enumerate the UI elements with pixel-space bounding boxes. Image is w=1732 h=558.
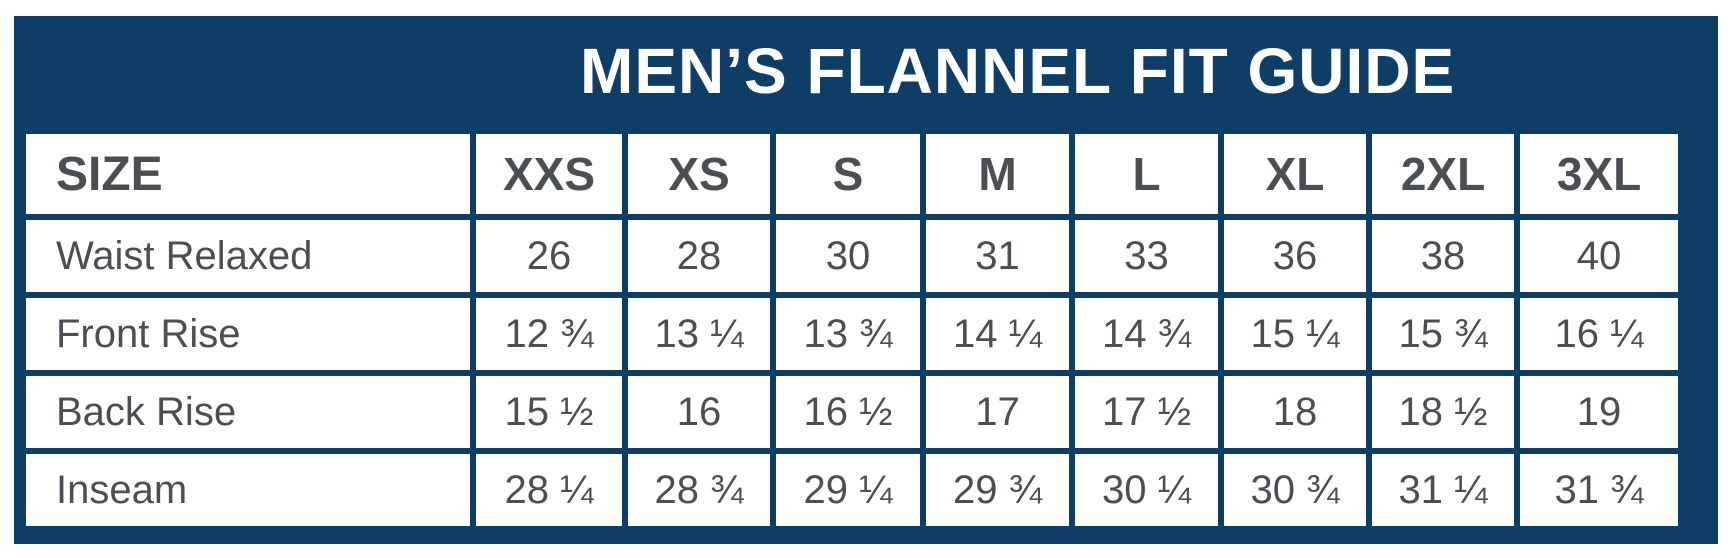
table-cell: 16 xyxy=(628,376,770,448)
table-cell: 29 ¼ xyxy=(776,454,920,526)
table-cell: 31 ¾ xyxy=(1520,454,1678,526)
table-cell: 36 xyxy=(1224,220,1366,292)
table-cell: 14 ¼ xyxy=(926,298,1069,370)
size-header-cell: L xyxy=(1075,134,1218,214)
table-cell: 14 ¾ xyxy=(1075,298,1218,370)
size-header-cell: 3XL xyxy=(1520,134,1678,214)
size-header-cell: XS xyxy=(628,134,770,214)
size-header-label: SIZE xyxy=(26,134,470,214)
table-cell: 30 ¾ xyxy=(1224,454,1366,526)
row-label: Front Rise xyxy=(26,298,470,370)
table-row-inseam: Inseam 28 ¼ 28 ¾ 29 ¼ 29 ¾ 30 ¼ 30 ¾ 31 … xyxy=(26,454,1678,526)
table-cell: 12 ¾ xyxy=(476,298,622,370)
table-cell: 18 xyxy=(1224,376,1366,448)
table-cell: 18 ½ xyxy=(1372,376,1514,448)
table-row-waist-relaxed: Waist Relaxed 26 28 30 31 33 36 38 40 xyxy=(26,220,1678,292)
size-header-cell: S xyxy=(776,134,920,214)
table-cell: 16 ¼ xyxy=(1520,298,1678,370)
row-label: Inseam xyxy=(26,454,470,526)
table-cell: 15 ¾ xyxy=(1372,298,1514,370)
fit-guide-panel: MEN’S FLANNEL FIT GUIDE SIZE XXS XS S M … xyxy=(14,16,1718,544)
table-cell: 17 ½ xyxy=(1075,376,1218,448)
table-cell: 38 xyxy=(1372,220,1514,292)
table-cell: 13 ¼ xyxy=(628,298,770,370)
table-row-back-rise: Back Rise 15 ½ 16 16 ½ 17 17 ½ 18 18 ½ 1… xyxy=(26,376,1678,448)
table-cell: 29 ¾ xyxy=(926,454,1069,526)
table-cell: 15 ½ xyxy=(476,376,622,448)
table-cell: 19 xyxy=(1520,376,1678,448)
row-label: Back Rise xyxy=(26,376,470,448)
size-header-cell: M xyxy=(926,134,1069,214)
size-header-cell: XXS xyxy=(476,134,622,214)
table-cell: 16 ½ xyxy=(776,376,920,448)
table-cell: 31 xyxy=(926,220,1069,292)
table-cell: 33 xyxy=(1075,220,1218,292)
table-cell: 28 xyxy=(628,220,770,292)
table-cell: 28 ¾ xyxy=(628,454,770,526)
row-label: Waist Relaxed xyxy=(26,220,470,292)
table-cell: 17 xyxy=(926,376,1069,448)
table-cell: 30 ¼ xyxy=(1075,454,1218,526)
fit-guide-title: MEN’S FLANNEL FIT GUIDE xyxy=(580,35,1456,107)
table-cell: 31 ¼ xyxy=(1372,454,1514,526)
table-cell: 30 xyxy=(776,220,920,292)
table-cell: 28 ¼ xyxy=(476,454,622,526)
table-cell: 13 ¾ xyxy=(776,298,920,370)
size-header-cell: 2XL xyxy=(1372,134,1514,214)
size-header-row: SIZE XXS XS S M L XL 2XL 3XL xyxy=(26,134,1678,214)
table-row-front-rise: Front Rise 12 ¾ 13 ¼ 13 ¾ 14 ¼ 14 ¾ 15 ¼… xyxy=(26,298,1678,370)
table-cell: 40 xyxy=(1520,220,1678,292)
size-chart-table: SIZE XXS XS S M L XL 2XL 3XL Waist Relax… xyxy=(20,128,1684,532)
table-cell: 15 ¼ xyxy=(1224,298,1366,370)
size-header-cell: XL xyxy=(1224,134,1366,214)
table-cell: 26 xyxy=(476,220,622,292)
